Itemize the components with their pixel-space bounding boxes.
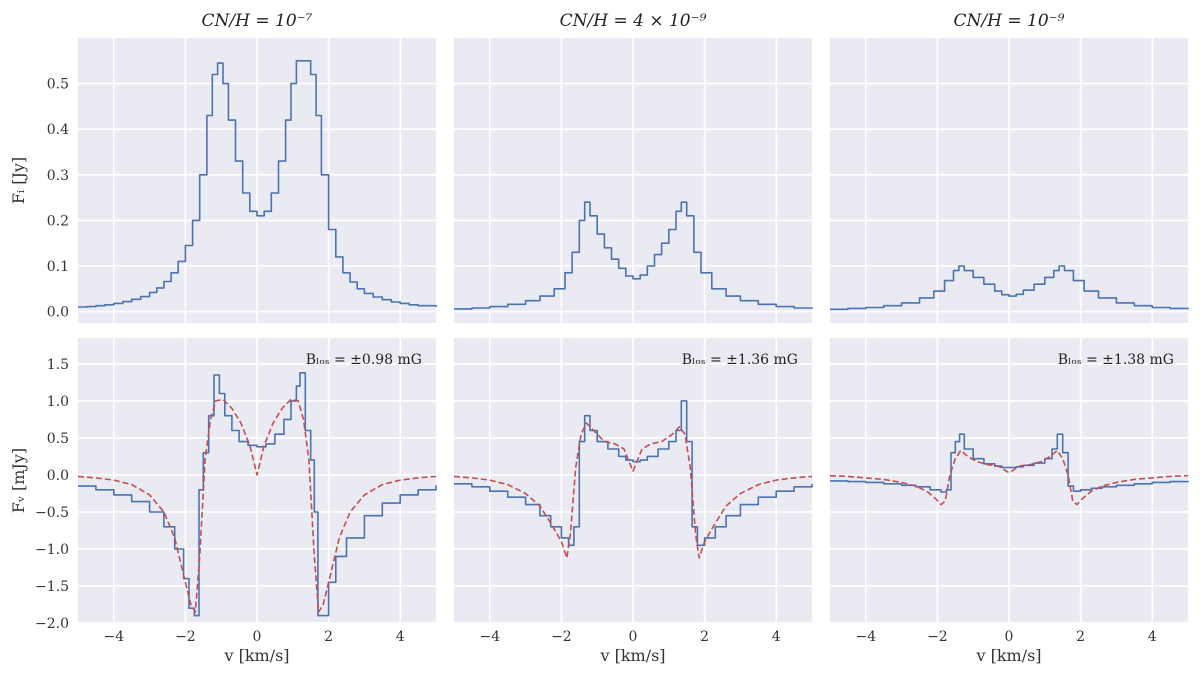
x-axis-label: v [km/s] — [975, 646, 1041, 665]
x-tick-label: 0 — [1005, 629, 1014, 645]
series-line-observed — [830, 265, 1189, 311]
x-tick-label: −2 — [551, 629, 572, 645]
field-annotation: Bₗₒₛ = ±1.38 mG — [1058, 352, 1174, 368]
x-axis-label: v [km/s] — [599, 646, 665, 665]
y-tick-label: 0.1 — [47, 259, 69, 275]
panel-5: −4 −2 0 2 4 v [km/s] Bₗₒₛ = ±1.38 mG — [829, 338, 1189, 665]
x-tick-label: 0 — [629, 629, 638, 645]
x-tick-label: 2 — [700, 629, 709, 645]
x-tick-label: 4 — [772, 629, 781, 645]
panel-title: CN/H = 10⁻⁹ — [954, 11, 1065, 31]
x-tick-label: −4 — [855, 629, 876, 645]
x-tick-label: 0 — [253, 629, 262, 645]
y-tick-label: −2.0 — [35, 616, 69, 632]
panel-2: CN/H = 10⁻⁹ — [830, 11, 1189, 323]
panel-title: CN/H = 4 × 10⁻⁹ — [560, 11, 707, 31]
y-tick-label: 0.4 — [47, 122, 69, 138]
field-annotation: Bₗₒₛ = ±0.98 mG — [306, 352, 422, 368]
y-tick-label: 0.2 — [47, 213, 69, 229]
x-tick-label: −2 — [927, 629, 948, 645]
x-tick-label: −4 — [479, 629, 500, 645]
series-line-observed — [78, 372, 437, 617]
series-line-observed — [78, 60, 437, 308]
series-line-fit — [829, 449, 1189, 506]
y-tick-label: 1.5 — [47, 357, 69, 373]
panel-title: CN/H = 10⁻⁷ — [202, 11, 313, 31]
y-tick-label: −1.5 — [35, 579, 69, 595]
x-tick-label: 2 — [1076, 629, 1085, 645]
y-tick-label: −0.5 — [35, 505, 69, 521]
x-axis-label: v [km/s] — [223, 646, 289, 665]
panel-1: CN/H = 4 × 10⁻⁹ — [454, 11, 813, 323]
field-annotation: Bₗₒₛ = ±1.36 mG — [682, 352, 798, 368]
series-line-observed — [830, 433, 1189, 493]
y-tick-label: −1.0 — [35, 542, 69, 558]
y-tick-label: 0.5 — [47, 431, 69, 447]
y-tick-label: 1.0 — [47, 394, 69, 410]
y-axis-label: Fᵥ [mJy] — [9, 448, 28, 513]
y-tick-label: 0.0 — [47, 305, 69, 321]
x-tick-label: 4 — [396, 629, 405, 645]
panel-4: −4 −2 0 2 4 v [km/s] Bₗₒₛ = ±1.36 mG — [453, 338, 813, 665]
y-tick-label: 0.3 — [47, 168, 69, 184]
y-tick-label: 0.0 — [47, 468, 69, 484]
x-tick-label: 2 — [324, 629, 333, 645]
series-line-observed — [454, 201, 813, 310]
y-axis-label: Fᵢ [Jy] — [9, 157, 28, 204]
panel-0: 0.0 0.1 0.2 0.3 0.4 0.5 CN/H = 10⁻⁷ Fᵢ [Jy] — [9, 11, 437, 323]
series-line-observed — [454, 400, 813, 547]
series-line-fit — [453, 422, 813, 559]
series-line-fit — [77, 398, 437, 613]
y-tick-label: 0.5 — [47, 77, 69, 93]
x-tick-label: −4 — [103, 629, 124, 645]
x-tick-label: 4 — [1148, 629, 1157, 645]
panel-3: −4 −2 0 2 4 −2.0 −1.5 −1.0 −0.5 0.0 0.5 1.0 1.5 v [km… — [9, 338, 437, 665]
x-tick-label: −2 — [175, 629, 196, 645]
